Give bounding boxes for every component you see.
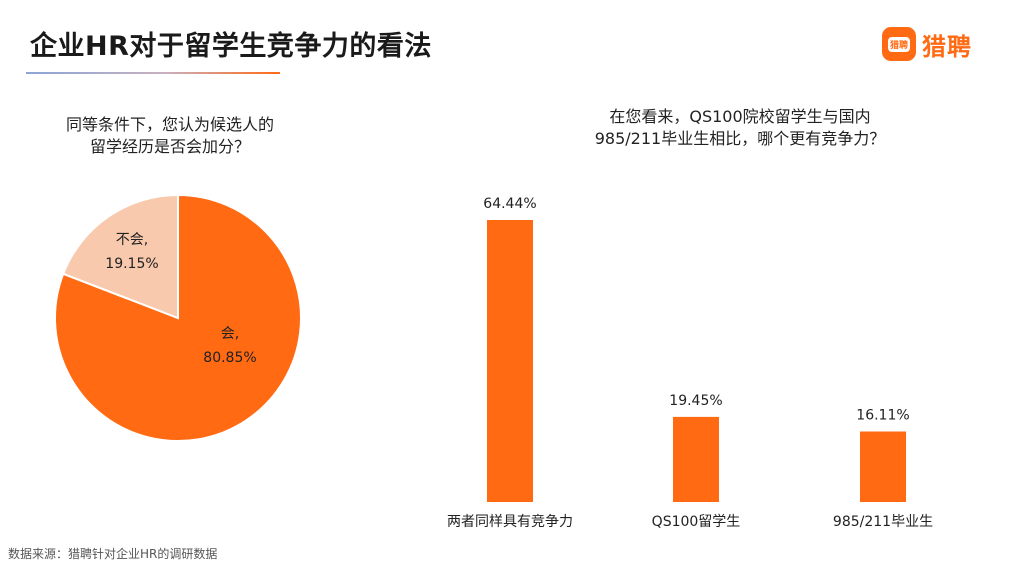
pie-slice-1 — [61, 193, 179, 320]
pie-slice-label-0: 会, — [221, 326, 239, 342]
pie-slice-value-0: 80.85% — [203, 350, 256, 366]
bar-title-line-2: 985/211毕业生相比，哪个更有竞争力？ — [594, 129, 886, 148]
bar-category-label-1: QS100留学生 — [652, 514, 741, 530]
pie-title-line-2: 留学经历是否会加分？ — [89, 137, 250, 156]
bar-0 — [487, 220, 533, 502]
pie-slice-value-1: 19.15% — [105, 256, 158, 272]
bar-value-label-1: 19.45% — [669, 393, 722, 409]
page-title: 企业HR对于留学生竞争力的看法 — [30, 31, 432, 62]
bar-value-label-2: 16.11% — [856, 408, 909, 424]
bar-1 — [673, 416, 719, 502]
bar-category-label-0: 两者同样具有竞争力 — [447, 513, 573, 530]
title-underline — [26, 72, 280, 74]
pie-slice-label-1: 不会, — [116, 232, 148, 248]
bar-title-line-1: 在您看来，QS100院校留学生与国内 — [609, 107, 871, 126]
pie-title-line-1: 同等条件下，您认为候选人的 — [65, 115, 274, 134]
liepin-logo: 猎聘 猎聘 — [882, 24, 972, 64]
logo-text: 猎聘 — [922, 32, 972, 61]
bar-category-label-2: 985/211毕业生 — [833, 514, 933, 530]
data-source-note: 数据来源：猎聘针对企业HR的调研数据 — [8, 547, 218, 561]
pie-chart: 会, 80.85% 不会, 19.15% — [54, 193, 302, 442]
bar-2 — [860, 431, 906, 502]
bar-chart: 64.44% 两者同样具有竞争力 19.45% QS100留学生 16.11% 985/2… — [447, 196, 933, 530]
bar-value-label-0: 64.44% — [483, 196, 536, 212]
logo-badge-icon: 猎聘 — [882, 27, 916, 61]
pie-chart-title: 同等条件下，您认为候选人的 留学经历是否会加分？ — [20, 114, 320, 158]
bar-chart-title: 在您看来，QS100院校留学生与国内 985/211毕业生相比，哪个更有竞争力？ — [560, 106, 920, 150]
logo-badge-text: 猎聘 — [887, 36, 910, 52]
